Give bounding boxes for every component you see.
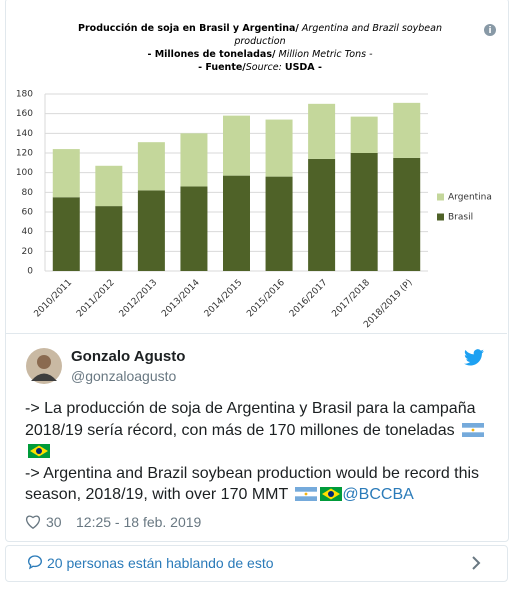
y-tick-label: 100 <box>16 168 33 178</box>
flag-argentina <box>462 422 485 437</box>
x-tick-label: 2015/2016 <box>245 278 287 320</box>
like-icon[interactable] <box>25 514 41 529</box>
flag-brazil <box>320 487 343 501</box>
y-tick-label: 140 <box>16 129 33 139</box>
bar-segment <box>137 190 165 271</box>
conversation-link[interactable]: 20 personas están hablando de esto <box>47 555 274 571</box>
legend-swatch <box>437 213 444 221</box>
subtitle: - Millones de toneladas/ <box>147 49 276 60</box>
y-tick-label: 0 <box>27 267 33 277</box>
x-tick-label: 2016/2017 <box>288 278 330 320</box>
conversation-box[interactable] <box>5 545 508 582</box>
user-name[interactable]: Gonzalo Agusto <box>71 348 186 365</box>
title-en: Argentina and Brazil soybean production <box>234 23 442 47</box>
source: USDA - <box>284 62 322 73</box>
bar-segment <box>95 206 123 271</box>
bar-segment <box>393 157 421 271</box>
chevron <box>472 556 481 570</box>
bar-segment <box>308 103 336 159</box>
user-handle[interactable]: @gonzaloagusto <box>71 368 177 384</box>
like-count: 30 <box>46 514 62 530</box>
x-tick-label: 2017/2018 <box>330 278 372 320</box>
flag-brazil <box>28 444 50 458</box>
tweet-card <box>5 0 509 542</box>
y-tick-label: 120 <box>16 149 33 159</box>
bar-segment <box>223 115 250 176</box>
source-pre: - Fuente/ <box>198 62 246 73</box>
timestamp[interactable]: 12:25 - 18 feb. 2019 <box>76 514 202 530</box>
tweet-text-es: -> La producción de soja de Argentina y … <box>25 400 476 439</box>
chart-title: Producción de soja en Brasil y Argentina… <box>70 22 450 74</box>
y-tick-label: 40 <box>22 227 34 237</box>
bar-segment <box>350 116 378 153</box>
legend-label: Argentina <box>448 193 492 203</box>
bar-segment <box>180 133 208 187</box>
y-tick-label: 180 <box>16 90 33 100</box>
bar-segment <box>137 142 165 191</box>
bar-segment <box>95 165 123 207</box>
info-icon[interactable] <box>484 24 496 36</box>
bar-segment <box>223 175 250 271</box>
flag-argentina <box>295 487 318 501</box>
bar-segment <box>265 176 293 271</box>
x-tick-label: 2010/2011 <box>33 278 75 320</box>
x-tick-label: 2012/2013 <box>118 278 160 320</box>
bar-segment <box>350 153 378 271</box>
y-tick-label: 80 <box>22 188 34 198</box>
title: Producción de soja en Brasil y Argentina… <box>78 23 299 34</box>
legend-swatch <box>437 193 444 201</box>
subtitle-en: Million Metric Tons - <box>278 49 373 60</box>
mention-link[interactable]: @BCCBA <box>342 486 414 503</box>
tweet-text: -> La producción de soja de Argentina y … <box>25 398 495 506</box>
bar-segment <box>52 197 80 271</box>
x-tick-label: 2013/2014 <box>160 278 202 320</box>
reply-icon <box>27 555 43 570</box>
divider <box>6 333 507 334</box>
y-tick-label: 20 <box>22 247 34 257</box>
info-icon-glyph: i <box>488 26 491 36</box>
y-tick-label: 60 <box>22 208 34 218</box>
bar-segment <box>393 102 421 158</box>
source-en: Source: <box>245 62 282 73</box>
avatar[interactable] <box>26 348 62 384</box>
legend-label: Brasil <box>448 213 473 223</box>
x-tick-label: 2014/2015 <box>203 278 245 320</box>
bar-segment <box>308 158 336 271</box>
bar-segment <box>52 149 80 198</box>
chart: i 0 20 40 60 80 100 120 140 160 180 2010/2011 2011/… <box>16 24 496 330</box>
twitter-logo[interactable] <box>464 349 484 366</box>
y-tick-label: 160 <box>16 109 33 119</box>
x-tick-label: 2011/2012 <box>75 278 117 320</box>
tweet-text-en: -> Argentina and Brazil soybean producti… <box>25 464 480 504</box>
bar-segment <box>180 186 208 271</box>
bar-segment <box>265 119 293 177</box>
